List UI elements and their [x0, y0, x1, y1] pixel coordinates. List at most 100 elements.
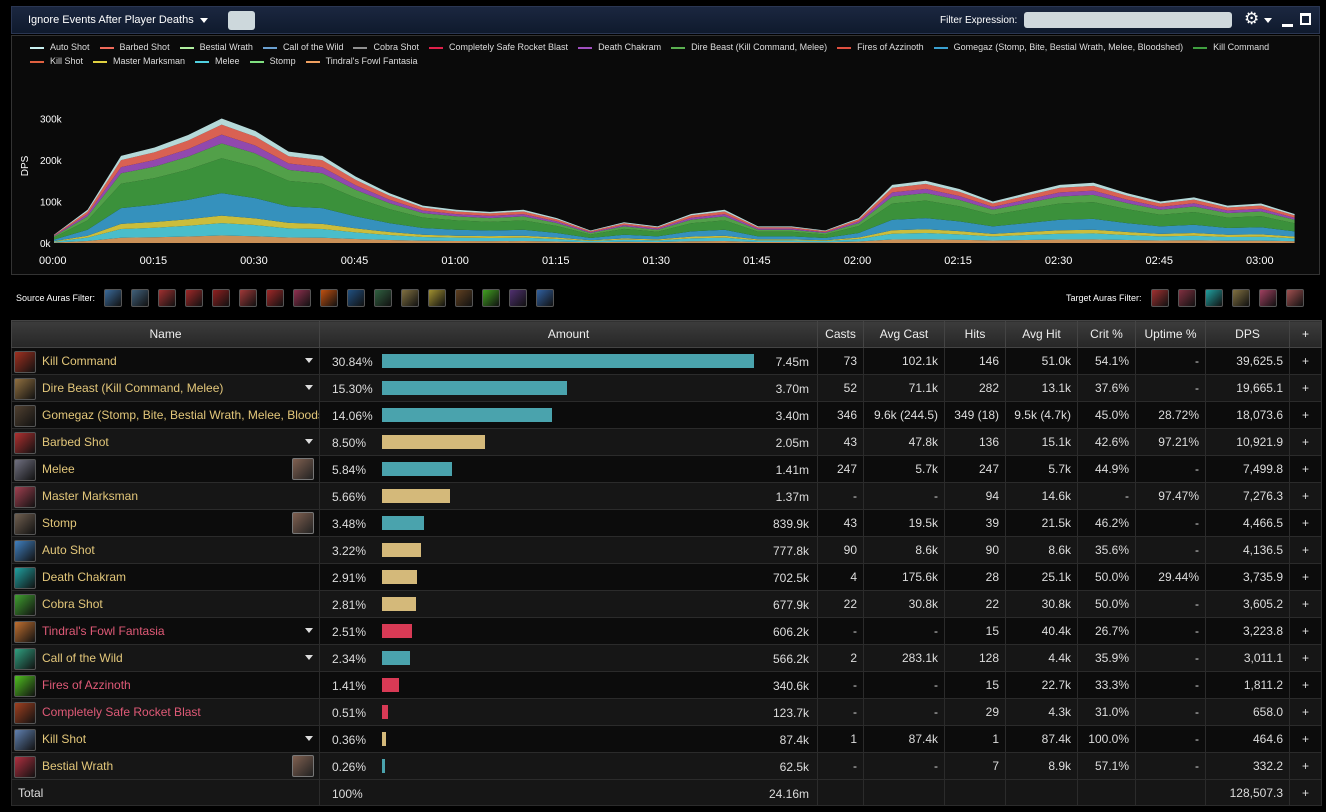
ability-name[interactable]: Dire Beast (Kill Command, Melee) [42, 381, 224, 395]
add-button[interactable]: + [1289, 455, 1322, 483]
add-button[interactable]: + [1289, 563, 1322, 591]
legend-item[interactable]: Melee [195, 54, 240, 68]
ability-name-cell[interactable]: Death Chakram [11, 563, 320, 591]
beast-icon[interactable] [212, 289, 231, 307]
ability-name[interactable]: Kill Command [42, 354, 117, 368]
blood-target-icon[interactable] [1258, 289, 1277, 307]
table-row[interactable]: Bestial Wrath 0.26% 62.5k - -7 8.9k 57.1% -332.… [11, 752, 1322, 780]
column-header-crit[interactable]: Crit % [1077, 320, 1136, 348]
legend-item[interactable]: Completely Safe Rocket Blast [429, 40, 568, 54]
legend-item[interactable]: Call of the Wild [262, 40, 343, 54]
ability-name-cell[interactable]: Bestial Wrath [11, 752, 320, 780]
table-row[interactable]: Cobra Shot 2.81% 677.9k 22 30.8k 22 30.8k 50.0%… [11, 590, 1322, 618]
column-header-add[interactable]: + [1289, 320, 1322, 348]
ability-name[interactable]: Gomegaz (Stomp, Bite, Bestial Wrath, Mel… [42, 408, 320, 422]
add-button[interactable]: + [1289, 725, 1322, 753]
ability-name[interactable]: Kill Shot [42, 732, 87, 746]
filter-expression-input[interactable] [1024, 12, 1232, 28]
legend-item[interactable]: Kill Shot [30, 54, 83, 68]
add-button[interactable]: + [1289, 536, 1322, 564]
expand-chevron-icon[interactable] [305, 655, 313, 660]
ability-name-cell[interactable]: Call of the Wild [11, 644, 320, 672]
ignore-events-dropdown[interactable]: Ignore Events After Player Deaths [28, 14, 208, 26]
barbed-icon[interactable] [158, 289, 177, 307]
add-button[interactable]: + [1289, 482, 1322, 510]
expand-chevron-icon[interactable] [305, 439, 313, 444]
total-add-button[interactable]: + [1289, 779, 1322, 806]
column-header-uptime[interactable]: Uptime % [1135, 320, 1206, 348]
legend-item[interactable]: Barbed Shot [99, 40, 170, 54]
legend-item[interactable]: Master Marksman [93, 54, 185, 68]
ability-name[interactable]: Master Marksman [42, 489, 139, 503]
ability-name[interactable]: Melee [42, 462, 75, 476]
ability-name-cell[interactable]: Barbed Shot [11, 428, 320, 456]
ability-name-cell[interactable]: Kill Command [11, 347, 320, 375]
table-row[interactable]: Master Marksman 5.66% 1.37m - -94 14.6k -97.47… [11, 482, 1322, 510]
claw-icon[interactable] [239, 289, 258, 307]
table-row[interactable]: Melee 5.84% 1.41m 247 5.7k 247 5.7k 44.9% -7,499… [11, 455, 1322, 483]
column-header-name[interactable]: Name [11, 320, 320, 348]
pack-icon[interactable] [401, 289, 420, 307]
add-button[interactable]: + [1289, 590, 1322, 618]
table-row[interactable]: Completely Safe Rocket Blast 0.51% 123.7k -… [11, 698, 1322, 726]
table-row[interactable]: Barbed Shot 8.50% 2.05m 43 47.8k 136 15.1k 42.6… [11, 428, 1322, 456]
toggle-box[interactable] [228, 11, 255, 30]
add-button[interactable]: + [1289, 401, 1322, 429]
ability-name-cell[interactable]: Gomegaz (Stomp, Bite, Bestial Wrath, Mel… [11, 401, 320, 429]
claw-target-icon[interactable] [1177, 289, 1196, 307]
legend-item[interactable]: Death Chakram [578, 40, 661, 54]
ability-name[interactable]: Completely Safe Rocket Blast [42, 705, 201, 719]
hunter-mark-target-icon[interactable] [1150, 289, 1169, 307]
minimize-icon[interactable] [1282, 24, 1293, 27]
ability-name[interactable]: Call of the Wild [42, 651, 123, 665]
wild-icon[interactable] [374, 289, 393, 307]
ability-name-cell[interactable]: Cobra Shot [11, 590, 320, 618]
pack-target-icon[interactable] [1231, 289, 1250, 307]
ability-name-cell[interactable]: Completely Safe Rocket Blast [11, 698, 320, 726]
legend-item[interactable]: Fires of Azzinoth [837, 40, 924, 54]
table-row[interactable]: Auto Shot 3.22% 777.8k 90 8.6k 90 8.6k 35.6% -4,… [11, 536, 1322, 564]
table-row[interactable]: Call of the Wild 2.34% 566.2k 2 283.1k 128 4.4… [11, 644, 1322, 672]
expand-chevron-icon[interactable] [305, 628, 313, 633]
ability-name[interactable]: Fires of Azzinoth [42, 678, 131, 692]
legend-item[interactable]: Kill Command [1193, 40, 1269, 54]
ability-name-cell[interactable]: Master Marksman [11, 482, 320, 510]
wrath-icon[interactable] [185, 289, 204, 307]
ability-name[interactable]: Tindral's Fowl Fantasia [42, 624, 165, 638]
add-button[interactable]: + [1289, 671, 1322, 699]
column-header-hits[interactable]: Hits [944, 320, 1006, 348]
add-button[interactable]: + [1289, 509, 1322, 537]
table-row[interactable]: Stomp 3.48% 839.9k 43 19.5k 39 21.5k 46.2% -4,46… [11, 509, 1322, 537]
add-button[interactable]: + [1289, 644, 1322, 672]
legend-item[interactable]: Bestial Wrath [179, 40, 253, 54]
column-header-casts[interactable]: Casts [817, 320, 864, 348]
table-row[interactable]: Dire Beast (Kill Command, Melee) 15.30% 3.… [11, 374, 1322, 402]
legend-item[interactable]: Auto Shot [30, 40, 90, 54]
ability-name-cell[interactable]: Stomp [11, 509, 320, 537]
bleed-icon[interactable] [266, 289, 285, 307]
mark-target-icon[interactable] [1285, 289, 1304, 307]
table-row[interactable]: Gomegaz (Stomp, Bite, Bestial Wrath, Mel… [11, 401, 1322, 429]
table-row[interactable]: Tindral's Fowl Fantasia 2.51% 606.2k - -15 40… [11, 617, 1322, 645]
maximize-icon[interactable] [1300, 13, 1311, 25]
legend-item[interactable]: Stomp [249, 54, 296, 68]
add-button[interactable]: + [1289, 428, 1322, 456]
legend-item[interactable]: Dire Beast (Kill Command, Melee) [671, 40, 827, 54]
ability-name[interactable]: Stomp [42, 516, 77, 530]
poison-icon[interactable] [482, 289, 501, 307]
column-header-amount[interactable]: Amount [319, 320, 818, 348]
dps-area-chart[interactable]: DPS 0k 100k 200k 300k 00:00 00:15 00:30 00:45 01:… [12, 36, 1319, 274]
column-header-avg-hit[interactable]: Avg Hit [1005, 320, 1078, 348]
hunter-mark-icon[interactable] [104, 289, 123, 307]
column-header-dps[interactable]: DPS [1205, 320, 1290, 348]
legend-item[interactable]: Tindral's Fowl Fantasia [305, 54, 418, 68]
ability-name[interactable]: Cobra Shot [42, 597, 103, 611]
gear-icon[interactable]: ⚙ [1244, 9, 1260, 28]
ability-name-cell[interactable]: Fires of Azzinoth [11, 671, 320, 699]
legend-item[interactable]: Gomegaz (Stomp, Bite, Bestial Wrath, Mel… [933, 40, 1183, 54]
table-row[interactable]: Death Chakram 2.91% 702.5k 4 175.6k 28 25.1k 50… [11, 563, 1322, 591]
tusk-icon[interactable] [455, 289, 474, 307]
ability-name-cell[interactable]: Auto Shot [11, 536, 320, 564]
settings-chevron-down-icon[interactable] [1264, 18, 1272, 23]
table-row[interactable]: Kill Command 30.84% 7.45m 73 102.1k 146 51.0k 5… [11, 347, 1322, 375]
